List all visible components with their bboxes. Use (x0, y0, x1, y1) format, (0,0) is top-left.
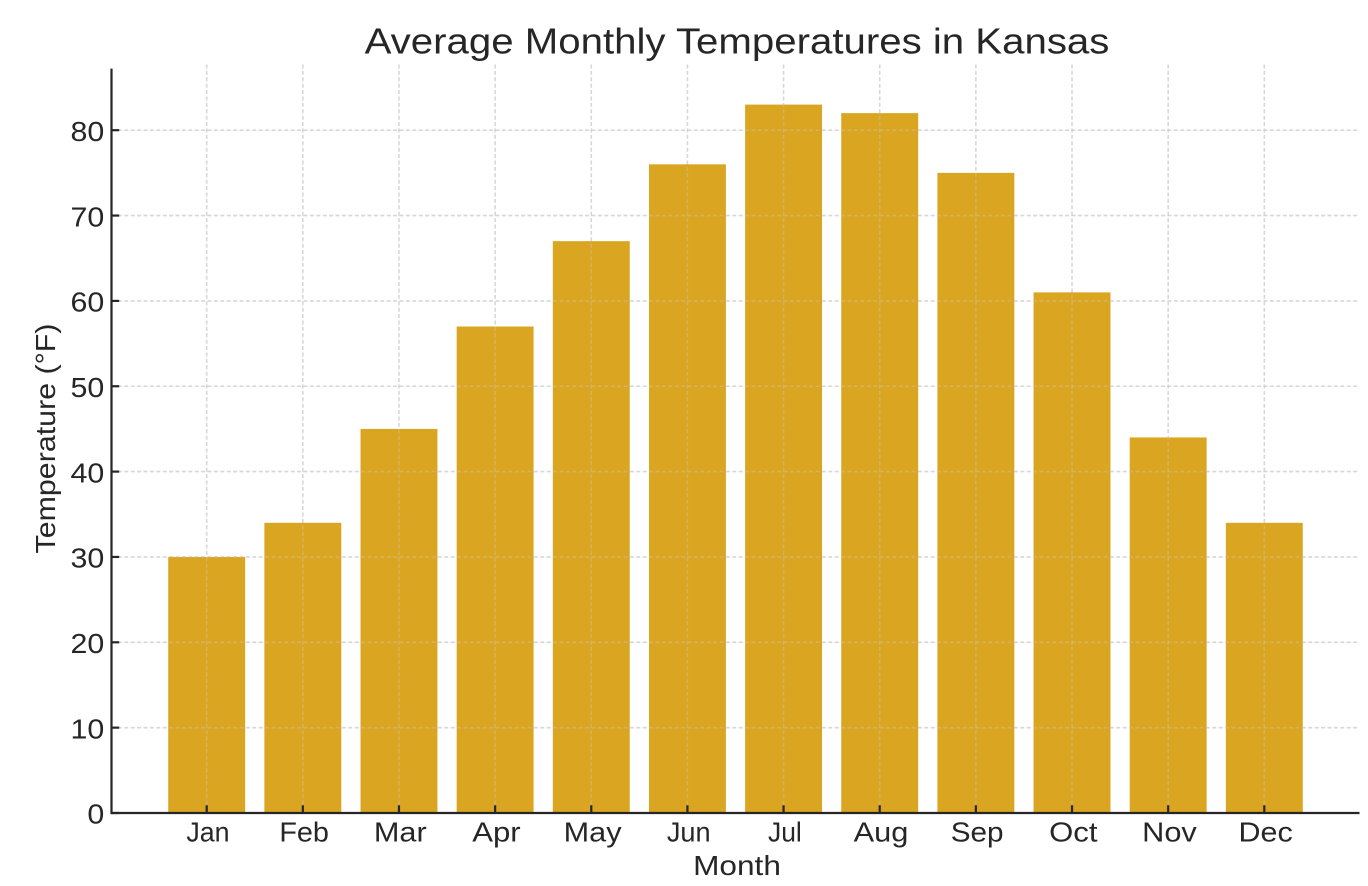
svg-text:May: May (564, 817, 622, 848)
svg-text:Feb: Feb (279, 817, 329, 848)
svg-text:Jun: Jun (667, 817, 711, 848)
svg-text:70: 70 (71, 201, 105, 232)
svg-text:10: 10 (71, 713, 105, 744)
svg-text:80: 80 (71, 116, 105, 147)
svg-text:Temperature (°F): Temperature (°F) (30, 324, 61, 554)
svg-text:Dec: Dec (1239, 817, 1293, 848)
svg-text:40: 40 (71, 457, 105, 488)
svg-text:60: 60 (71, 287, 105, 318)
svg-text:Jan: Jan (186, 817, 229, 848)
svg-text:Month: Month (693, 850, 781, 881)
svg-text:Sep: Sep (951, 817, 1004, 848)
svg-text:20: 20 (71, 628, 105, 659)
svg-text:Aug: Aug (854, 817, 909, 848)
svg-text:0: 0 (87, 799, 104, 830)
svg-text:30: 30 (71, 543, 105, 574)
svg-text:50: 50 (71, 372, 105, 403)
svg-text:Mar: Mar (374, 817, 427, 848)
svg-text:Nov: Nov (1142, 817, 1197, 848)
svg-text:Average Monthly Temperatures i: Average Monthly Temperatures in Kansas (365, 21, 1110, 62)
svg-text:Jul: Jul (768, 817, 802, 848)
svg-text:Apr: Apr (472, 817, 520, 848)
svg-text:Oct: Oct (1049, 817, 1098, 848)
